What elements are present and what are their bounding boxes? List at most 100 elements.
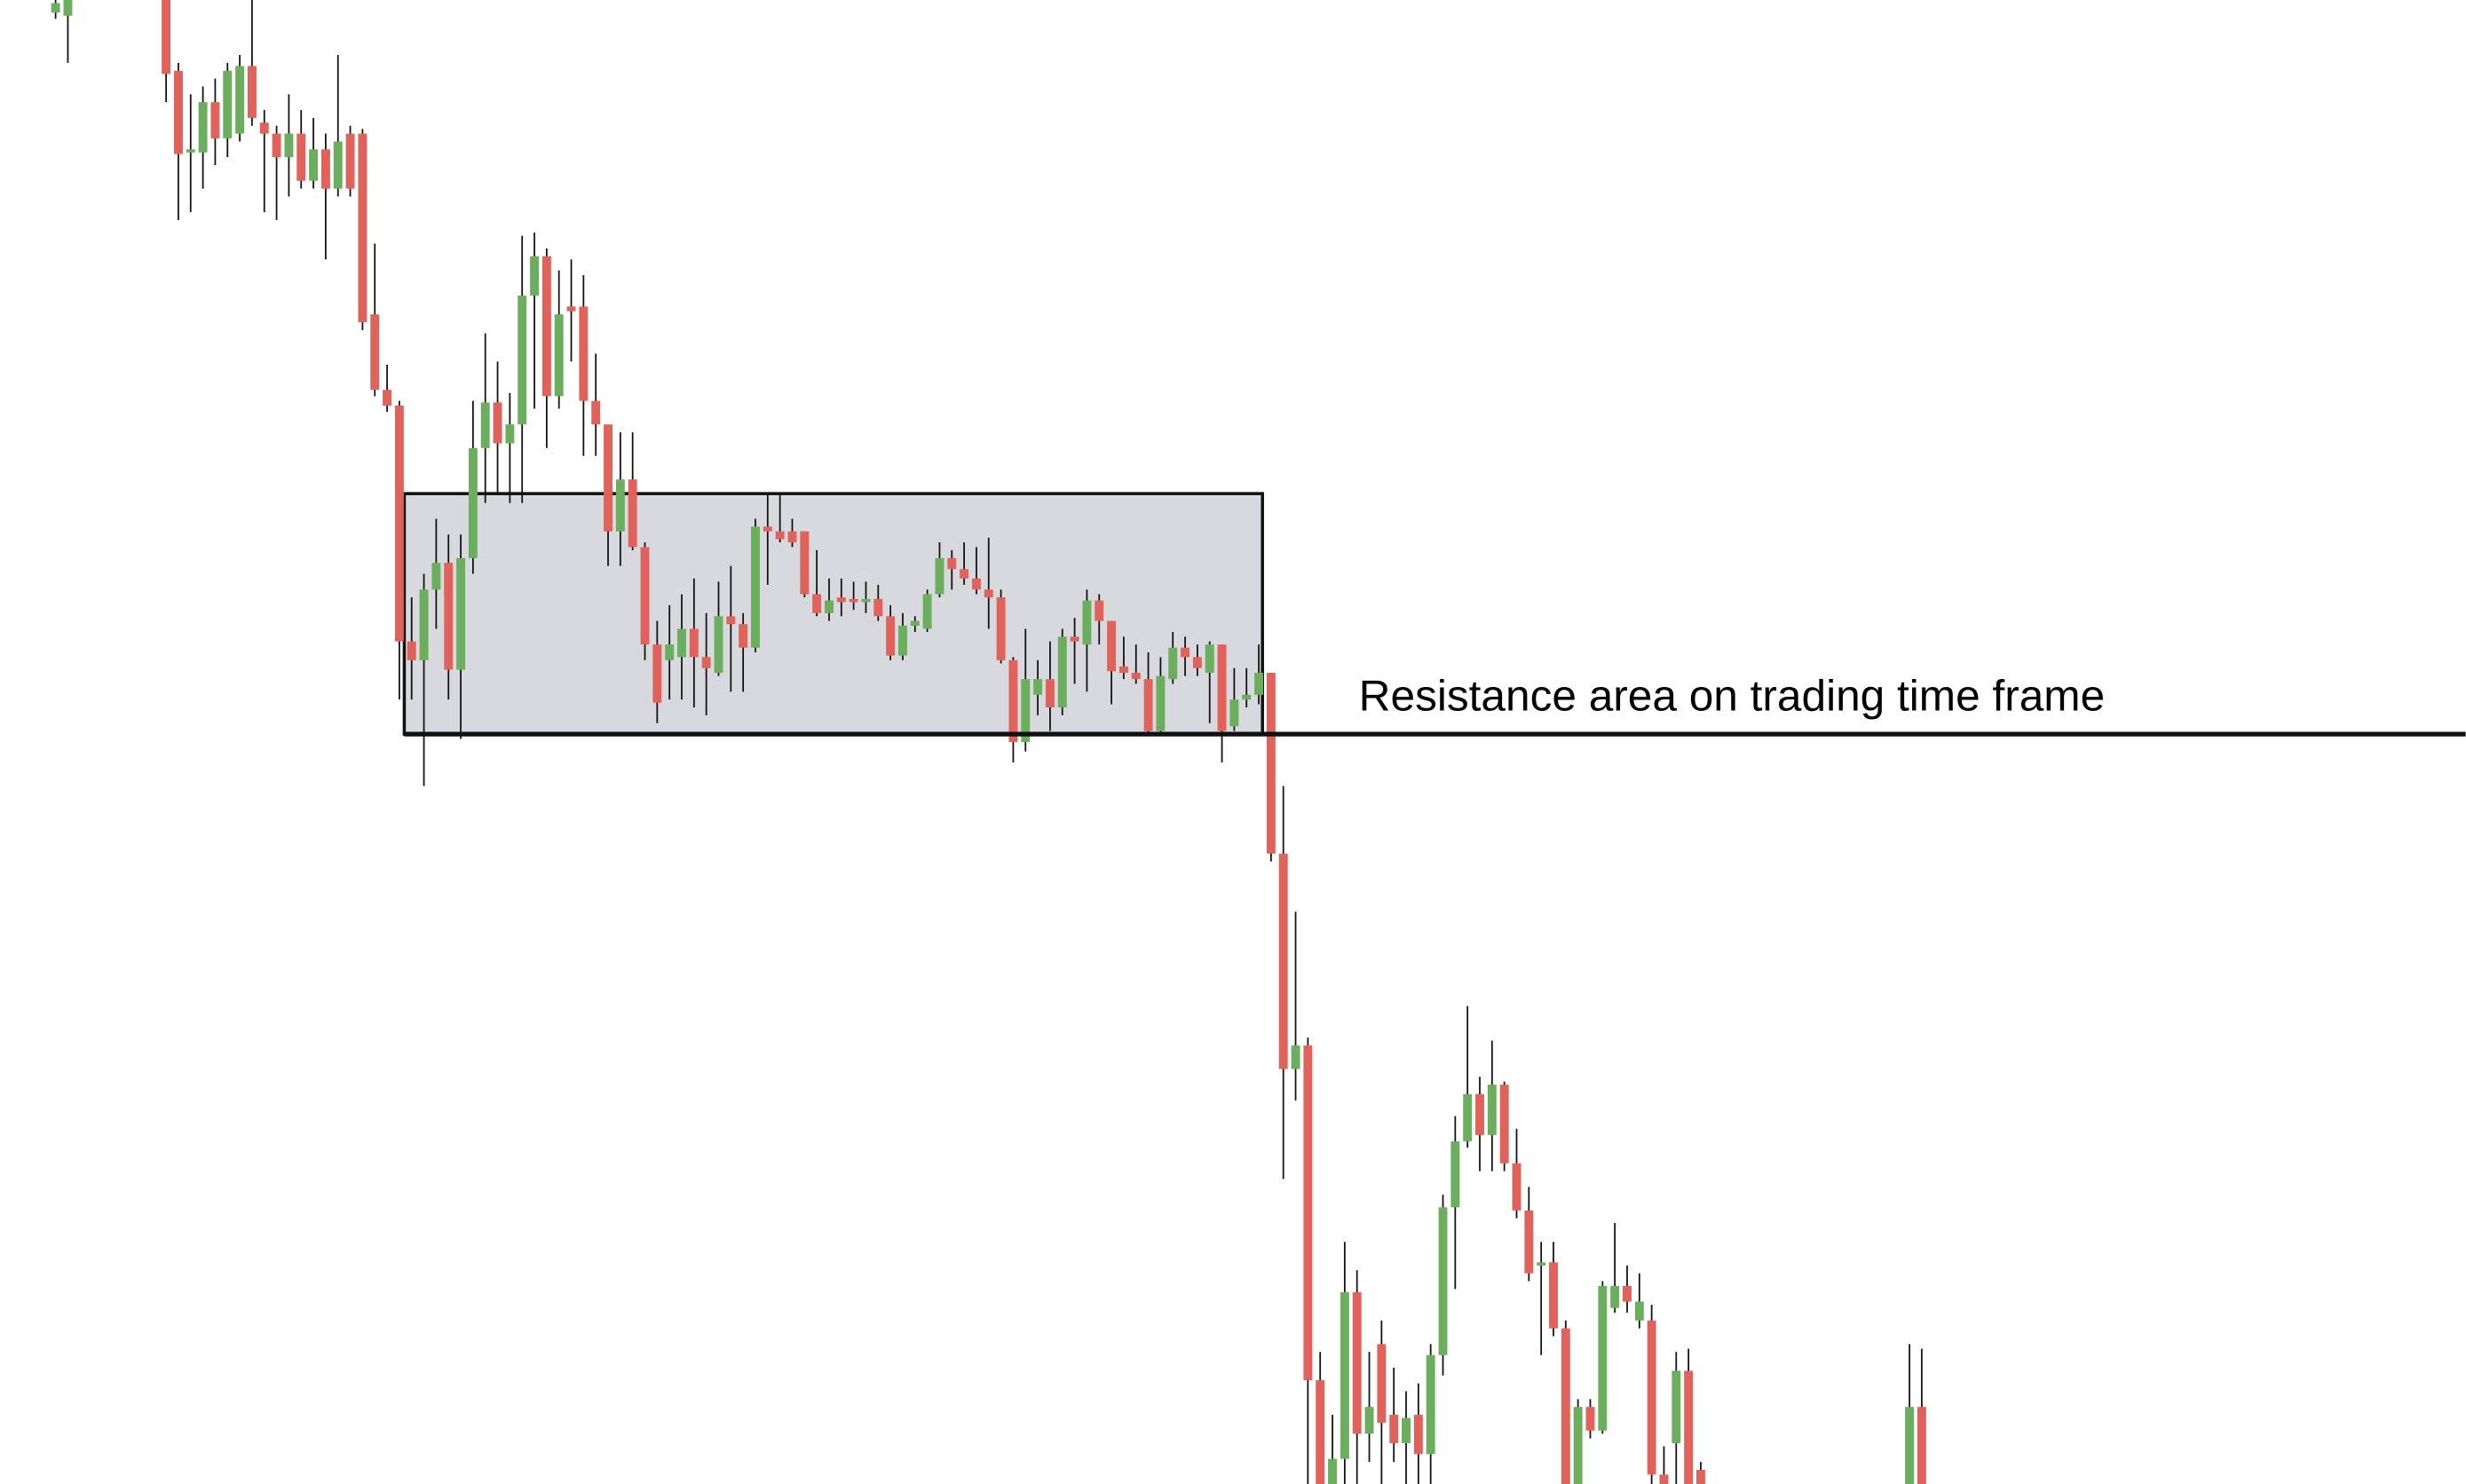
candle-body — [468, 447, 478, 558]
candle-body — [1143, 679, 1153, 731]
candle-body — [505, 424, 515, 444]
candle-body — [812, 594, 822, 613]
candle-body — [541, 256, 551, 397]
candle-body — [518, 295, 527, 425]
candle-body — [604, 424, 613, 532]
candle-body — [1647, 1320, 1656, 1475]
candle-body — [628, 479, 637, 548]
candle-body — [1377, 1344, 1387, 1423]
candle-body — [394, 405, 404, 642]
candle-body — [1549, 1262, 1558, 1329]
candle-body — [971, 578, 981, 590]
candle-body — [1168, 647, 1178, 680]
candle-body — [1475, 1093, 1484, 1135]
candle-body — [1008, 659, 1018, 742]
candle-body — [1156, 675, 1166, 731]
candle-body — [1426, 1354, 1435, 1455]
candle-body — [480, 402, 490, 448]
candle-body — [1266, 673, 1276, 854]
candle-body — [1561, 1328, 1570, 1484]
candle-body — [566, 306, 576, 312]
candle-body — [1057, 636, 1067, 708]
candle-body — [284, 133, 294, 158]
candle-body — [775, 531, 785, 540]
candle-body — [714, 616, 723, 674]
candle-body — [1328, 1458, 1337, 1484]
candle-body — [1634, 1301, 1644, 1321]
candle-body — [1438, 1207, 1448, 1355]
candle-body — [1573, 1407, 1583, 1484]
candle-body — [1181, 647, 1190, 658]
candle-body — [1303, 1045, 1313, 1381]
candle-body — [1131, 673, 1141, 680]
candle-body — [358, 133, 368, 323]
candle-body — [259, 122, 269, 134]
candle-body — [726, 616, 736, 625]
resistance-zone — [402, 492, 1264, 736]
candle-body — [1499, 1085, 1509, 1164]
candle-body — [223, 70, 233, 138]
candle-body — [370, 314, 380, 391]
candle-body — [1021, 679, 1031, 742]
candle-body — [1672, 1370, 1681, 1443]
candle-body — [1045, 679, 1055, 708]
candle-body — [935, 557, 945, 595]
candle-body — [1585, 1407, 1595, 1431]
candle-body — [345, 133, 355, 189]
candle-body — [652, 644, 662, 703]
candle-body — [591, 400, 601, 425]
candle-body — [897, 625, 907, 656]
candle-body — [996, 597, 1006, 660]
candle-body — [947, 557, 957, 570]
candle-body — [235, 66, 245, 134]
candle-body — [554, 314, 564, 397]
candle-body — [431, 563, 441, 590]
candle-body — [873, 598, 883, 617]
candle-body — [1610, 1285, 1620, 1308]
candle-body — [1598, 1285, 1608, 1431]
candle-body — [407, 641, 416, 660]
candle-body — [1070, 636, 1079, 642]
candle-body — [825, 600, 834, 613]
candle-body — [1917, 1407, 1926, 1484]
candle-body — [849, 598, 858, 603]
candle-body — [1229, 699, 1239, 727]
candle-body — [162, 0, 171, 75]
candle-body — [1192, 657, 1202, 668]
candle-body — [1684, 1370, 1694, 1484]
candle-body — [1695, 1470, 1705, 1484]
candle-body — [579, 306, 589, 401]
candle-body — [1095, 600, 1104, 621]
candle-body — [530, 256, 539, 296]
candle-body — [1364, 1407, 1374, 1434]
candle-body — [763, 526, 772, 532]
candle-body — [1413, 1415, 1423, 1455]
candle-body — [739, 624, 748, 648]
candle-body — [419, 589, 429, 660]
candle-body — [910, 620, 920, 626]
candle-body — [615, 479, 625, 532]
candle-body — [493, 402, 502, 444]
candle-body — [1402, 1417, 1411, 1443]
candle-body — [383, 390, 392, 406]
candle-body — [861, 598, 871, 603]
candle-body — [800, 531, 810, 595]
candle-body — [1217, 644, 1227, 731]
candle-body — [296, 133, 306, 181]
candle-body — [1537, 1262, 1546, 1266]
candle-body — [787, 531, 797, 543]
candle-body — [198, 102, 208, 153]
candle-body — [984, 589, 993, 598]
candle-body — [677, 628, 686, 658]
candle-body — [1254, 673, 1264, 695]
candle-body — [444, 563, 454, 670]
candle-body — [210, 102, 220, 138]
candle-body — [1316, 1380, 1325, 1484]
candle-body — [63, 0, 73, 16]
candle-body — [1524, 1210, 1534, 1274]
candle-body — [1118, 666, 1128, 674]
candle-body — [1278, 853, 1288, 1070]
candle-body — [1659, 1474, 1669, 1484]
candle-body — [1389, 1415, 1399, 1443]
